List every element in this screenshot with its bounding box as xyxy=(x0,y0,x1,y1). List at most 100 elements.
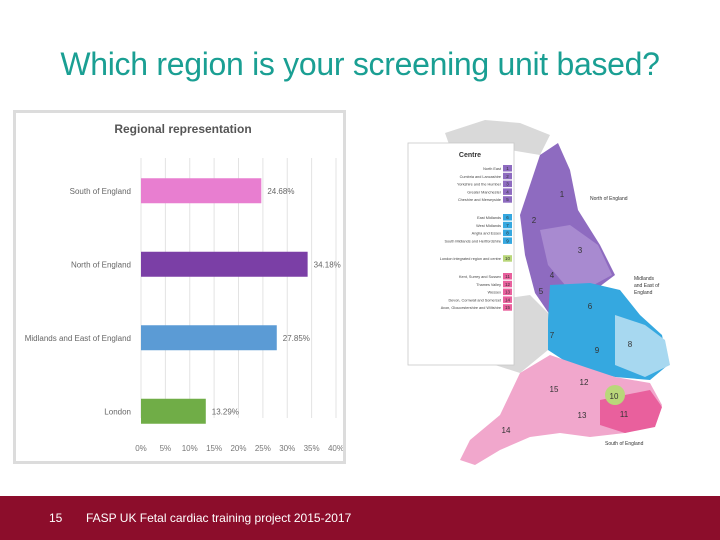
category-label: South of England xyxy=(70,187,131,196)
map-label-midlands-line1: Midlands xyxy=(634,276,655,282)
map-legend-number: 6 xyxy=(506,215,509,220)
map-region-number: 9 xyxy=(595,346,600,355)
map-legend-label: East Midlands xyxy=(477,216,501,220)
x-tick-label: 20% xyxy=(230,444,246,453)
footer-text: FASP UK Fetal cardiac training project 2… xyxy=(86,511,352,525)
category-label: Midlands and East of England xyxy=(25,334,131,343)
data-label: 27.85% xyxy=(283,334,310,343)
regional-representation-chart: Regional representation 0% 5% 10% 15% 20% 25%… xyxy=(13,110,346,464)
data-label: 13.29% xyxy=(212,407,239,416)
map-region-north-light xyxy=(540,225,612,287)
x-tick-label: 40% xyxy=(328,444,343,453)
map-legend-swatch xyxy=(503,280,512,288)
map-legend-swatch xyxy=(503,165,512,172)
map-legend-swatch xyxy=(503,255,512,262)
map-legend-label: South Midlands and Hertfordshire xyxy=(444,239,501,243)
map-legend-number: 10 xyxy=(505,256,511,261)
map-legend-swatch xyxy=(503,273,512,280)
map-legend: Centre North East 1 Cumbria and Lancashire… xyxy=(407,142,515,366)
map-legend-label: Yorkshire and the Humber xyxy=(457,183,502,187)
map-legend-number: 3 xyxy=(506,182,509,187)
map-legend-number: 14 xyxy=(505,297,511,302)
map-region-number: 8 xyxy=(628,340,633,349)
bar xyxy=(141,398,206,424)
x-tick-label: 25% xyxy=(255,444,271,453)
x-tick-label: 30% xyxy=(279,444,295,453)
map-legend-label: Devon, Cornwall and Somerset xyxy=(448,298,501,302)
map-legend-label: London integrated region and centre xyxy=(440,257,501,261)
map-legend-label: Cumbria and Lancashire xyxy=(460,175,501,179)
map-legend-label: Avon, Gloucestershire and Wiltshire xyxy=(441,306,501,310)
map-region-number: 4 xyxy=(550,271,555,280)
map-region-south xyxy=(460,355,662,465)
bar-chart-svg: Regional representation 0% 5% 10% 15% 20% 25%… xyxy=(25,122,343,453)
map-legend-swatch xyxy=(503,237,512,244)
map-legend-number: 15 xyxy=(505,305,511,310)
map-legend-title: Centre xyxy=(459,152,481,159)
map-legend-number: 7 xyxy=(506,223,509,228)
map-legend-label: Anglia and Essex xyxy=(472,232,501,236)
map-legend-swatch xyxy=(503,196,512,203)
map-legend-swatch xyxy=(503,214,512,221)
map-legend-swatch xyxy=(503,288,512,296)
bar xyxy=(141,178,262,204)
map-region-number: 3 xyxy=(578,246,583,255)
map-legend-swatch xyxy=(503,172,512,180)
map-region-number: 15 xyxy=(550,385,559,394)
map-legend-number: 8 xyxy=(506,231,509,236)
footer-bar: 15 FASP UK Fetal cardiac training projec… xyxy=(0,496,720,540)
uk-regions-map: Centre North East 1 Cumbria and Lancashire… xyxy=(400,115,700,485)
map-label-midlands-line3: England xyxy=(634,290,653,296)
map-region-number: 12 xyxy=(580,378,589,387)
map-legend-label: Cheshire and Merseyside xyxy=(458,198,501,202)
map-legend-label: North East xyxy=(483,167,502,171)
map-legend-number: 1 xyxy=(506,166,509,171)
map-label-south: South of England xyxy=(605,441,644,447)
map-legend-number: 5 xyxy=(506,197,509,202)
category-label: London xyxy=(104,407,131,416)
map-region-number: 13 xyxy=(578,411,587,420)
map-region-number: 10 xyxy=(610,392,619,401)
data-label: 34.18% xyxy=(314,260,341,269)
map-legend-number: 4 xyxy=(506,189,509,194)
map-legend-label: Kent, Surrey and Sussex xyxy=(459,275,501,279)
map-label-north: North of England xyxy=(590,196,628,202)
bar xyxy=(141,325,277,351)
map-legend-swatch xyxy=(503,296,512,303)
map-region-number: 7 xyxy=(550,331,555,340)
map-region-number: 1 xyxy=(560,190,565,199)
slide-title: Which region is your screening unit base… xyxy=(60,46,660,82)
x-tick-label: 5% xyxy=(160,444,172,453)
map-legend-number: 11 xyxy=(505,274,510,279)
map-legend-number: 13 xyxy=(505,290,511,295)
map-legend-swatch xyxy=(503,180,512,188)
map-legend-swatch xyxy=(503,221,512,229)
x-tick-label: 0% xyxy=(135,444,147,453)
map-region-number: 11 xyxy=(620,410,629,419)
map-legend-label: Thames Valley xyxy=(476,283,501,287)
map-legend-label: Greater Manchester xyxy=(467,190,501,194)
map-region-east xyxy=(615,315,670,377)
map-legend-swatch xyxy=(503,304,512,311)
map-region-number: 6 xyxy=(588,302,593,311)
map-region-number: 2 xyxy=(532,216,537,225)
x-tick-label: 35% xyxy=(304,444,320,453)
map-legend-number: 12 xyxy=(505,282,511,287)
x-tick-label: 15% xyxy=(206,444,222,453)
category-label: North of England xyxy=(71,260,131,269)
map-legend-box xyxy=(407,142,515,366)
map-region-number: 5 xyxy=(539,287,544,296)
map-legend-number: 9 xyxy=(506,238,509,243)
map-legend-swatch xyxy=(503,188,512,195)
data-label: 24.68% xyxy=(267,187,294,196)
map-legend-number: 2 xyxy=(506,174,509,179)
map-legend-swatch xyxy=(503,229,512,237)
page-number: 15 xyxy=(49,511,63,525)
chart-title: Regional representation xyxy=(114,122,251,136)
map-label-midlands-line2: and East of xyxy=(634,283,660,289)
x-tick-label: 10% xyxy=(182,444,198,453)
map-region-number: 14 xyxy=(502,426,511,435)
map-svg: Centre North East 1 Cumbria and Lancashire… xyxy=(407,120,670,465)
map-region-london xyxy=(605,385,625,405)
map-legend-label: Wessex xyxy=(488,291,502,295)
